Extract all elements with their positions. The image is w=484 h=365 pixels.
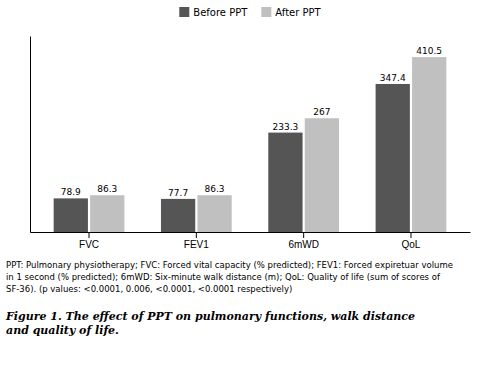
data-labels: 78.9 77.7 233.3 347.4 86.3 86.3 267 410.5 (61, 46, 442, 198)
data-label: 77.7 (168, 188, 188, 198)
caption-line: Figure 1. The effect of PPT on pulmonary… (5, 310, 415, 323)
x-axis: FVC FEV1 6mWD QoL (31, 232, 471, 250)
x-tick-mark (410, 232, 411, 238)
data-label: 86.3 (97, 184, 117, 194)
x-tick-label: FEV1 (184, 239, 209, 250)
x-tick-mark (196, 232, 197, 238)
legend: Before PPT After PPT (179, 7, 321, 18)
bar (376, 84, 410, 232)
x-tick: FVC (79, 232, 99, 250)
legend-swatch (179, 7, 189, 17)
footnote: in 1 second (% predicted); 6mWD: Six-min… (6, 272, 441, 282)
data-label: 86.3 (205, 184, 225, 194)
footnote: PPT: Pulmonary physiotherapy; FVC: Force… (6, 260, 453, 270)
data-label: 233.3 (273, 122, 299, 132)
legend-item: Before PPT (179, 7, 248, 18)
bars (54, 57, 447, 232)
bar (305, 118, 339, 232)
legend-item: After PPT (261, 7, 321, 18)
y-axis (30, 37, 31, 233)
data-label: 410.5 (416, 46, 442, 56)
x-tick-label: FVC (79, 239, 99, 250)
x-tick-mark (303, 232, 304, 238)
caption: Figure 1. The effect of PPT on pulmonary… (5, 310, 415, 337)
footnotes: PPT: Pulmonary physiotherapy; FVC: Force… (6, 260, 453, 294)
data-label: 347.4 (380, 73, 406, 83)
bar (412, 57, 446, 232)
chart-svg: 78.9 77.7 233.3 347.4 86.3 86.3 267 410.5 FVC FEV… (0, 0, 484, 365)
legend-label: Before PPT (193, 7, 248, 18)
bar (54, 198, 88, 232)
data-label: 267 (313, 107, 330, 117)
bar (197, 195, 231, 232)
x-tick: 6mWD (288, 232, 319, 250)
x-tick-label: QoL (402, 239, 421, 250)
y-axis-line (30, 37, 31, 233)
data-label: 78.9 (61, 187, 81, 197)
bar (90, 195, 124, 232)
x-tick-label: 6mWD (288, 239, 319, 250)
bar (161, 199, 195, 232)
bar (268, 133, 302, 232)
x-tick-mark (89, 232, 90, 238)
x-tick: QoL (402, 232, 421, 250)
legend-label: After PPT (275, 7, 321, 18)
caption-line: and quality of life. (6, 324, 119, 337)
x-tick: FEV1 (184, 232, 209, 250)
legend-swatch (261, 7, 271, 17)
chart-container: 78.9 77.7 233.3 347.4 86.3 86.3 267 410.5 FVC FEV… (0, 0, 484, 365)
x-axis-line (31, 232, 471, 233)
footnote: SF-36). (p values: <0.0001, 0.006, <0.00… (6, 284, 292, 294)
